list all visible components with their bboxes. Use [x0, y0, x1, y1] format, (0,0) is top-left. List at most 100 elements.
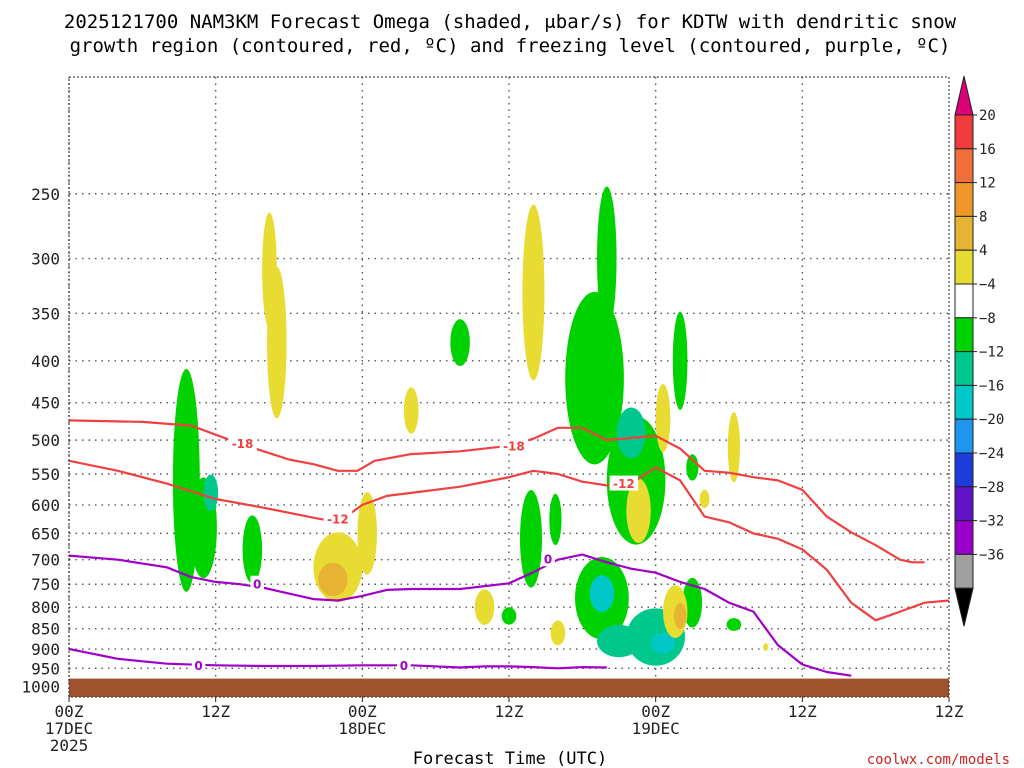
temperature-contours [69, 419, 949, 677]
colorbar-swatch-4 [954, 249, 974, 285]
y-tick-label-350: 350 [31, 304, 60, 323]
colorbar-label-0: 20 [979, 108, 996, 124]
colorbar-label-8: −16 [979, 378, 1004, 394]
omega-cell-33 [699, 489, 710, 508]
label-freezing-0-d-bg [397, 657, 411, 673]
colorbar-label-3: 8 [979, 209, 987, 225]
omega-cell-20 [589, 575, 615, 613]
label-dgz-minus18-a: -18 [232, 437, 254, 451]
label-freezing-0-b-bg [541, 551, 555, 567]
label-freezing-0-a: 0 [253, 577, 261, 591]
colorbar-label-4: 4 [979, 243, 987, 259]
omega-shading [172, 186, 769, 666]
y-tick-label-450: 450 [31, 394, 60, 413]
colorbar-swatch-9 [954, 418, 974, 454]
x-tick-label-12-1: 00Z [348, 702, 377, 721]
omega-cell-26 [650, 633, 676, 654]
colorbar: 20 16 12 8 4 −4 −8 −12 −16 −20 −24 −28 −32 −36 [954, 75, 1004, 627]
colorbar-swatch-1 [954, 148, 974, 184]
dgz-contour-minus18 [69, 419, 925, 564]
label-freezing-0-a-bg [250, 575, 264, 591]
omega-cell-2 [203, 474, 219, 512]
colorbar-swatch-11 [954, 486, 974, 522]
x-tick-label-18-1: 12Z [495, 702, 524, 721]
omega-cell-7 [318, 562, 348, 597]
x-tick-label-24-1: 00Z [641, 702, 670, 721]
label-freezing-0-b: 0 [544, 553, 552, 567]
colorbar-label-7: −12 [979, 345, 1004, 361]
x-tick-label-0-1: 00Z [55, 702, 84, 721]
y-tick-label-500: 500 [31, 431, 60, 450]
omega-cell-11 [474, 589, 495, 625]
colorbar-label-1: 16 [979, 142, 996, 158]
label-dgz-minus18-b: -18 [503, 439, 525, 453]
omega-cell-29 [682, 577, 703, 628]
contour-labels: -18 -18 -12 -12 0 0 0 0 [191, 435, 639, 673]
dgz-contour-minus12 [69, 459, 949, 622]
colorbar-swatch-10 [954, 452, 974, 488]
colorbar-label-2: 12 [979, 176, 996, 192]
omega-cell-28 [672, 311, 688, 410]
freezing-contour-upper [69, 553, 852, 677]
colorbar-swatch-0 [954, 114, 974, 150]
y-tick-label-950: 950 [31, 659, 60, 678]
ground-layer [69, 678, 949, 697]
omega-cell-8 [357, 492, 377, 575]
colorbar-swatch-5 [954, 283, 974, 319]
colorbar-bottom-arrow [954, 587, 974, 627]
omega-cell-10 [450, 319, 470, 367]
y-tick-label-750: 750 [31, 575, 60, 594]
colorbar-swatch-6 [954, 317, 974, 353]
x-tick-label-0-3: 2025 [50, 736, 89, 755]
freezing-contour-lower [69, 647, 607, 670]
omega-cell-23 [616, 407, 646, 459]
colorbar-swatch-2 [954, 182, 974, 217]
omega-cell-17 [565, 291, 624, 465]
omega-cell-27 [655, 383, 671, 453]
colorbar-swatch-3 [954, 215, 974, 251]
omega-cell-12 [501, 607, 517, 625]
omega-cell-5 [267, 266, 287, 419]
chart-title-line1: 2025121700 NAM3KM Forecast Omega (shaded… [64, 11, 957, 33]
colorbar-label-5: −4 [979, 277, 996, 293]
label-dgz-minus18-a-bg [228, 435, 257, 451]
y-tick-label-300: 300 [31, 250, 60, 269]
y-tick-label-850: 850 [31, 620, 60, 639]
omega-cell-15 [549, 493, 562, 546]
omega-cell-18 [597, 186, 617, 331]
colorbar-label-13: −36 [979, 547, 1004, 563]
y-tick-label-250: 250 [31, 185, 60, 204]
colorbar-label-11: −28 [979, 480, 1004, 496]
colorbar-swatch-13 [954, 553, 974, 589]
y-tick-label-550: 550 [31, 465, 60, 484]
plot-background [69, 77, 949, 697]
omega-cell-36 [763, 643, 769, 652]
y-tick-label-700: 700 [31, 551, 60, 570]
x-tick-label-0-2: 17DEC [45, 719, 93, 738]
x-tick-label-30-1: 12Z [788, 702, 817, 721]
x-tick-label-12-2: 18DEC [338, 719, 386, 738]
omega-cell-9 [403, 387, 419, 434]
omega-cell-31 [674, 602, 687, 629]
omega-cell-34 [727, 412, 741, 483]
colorbar-swatch-12 [954, 520, 974, 555]
x-tick-label-24-2: 19DEC [632, 719, 680, 738]
label-freezing-0-c: 0 [194, 659, 202, 673]
x-axis-title: Forecast Time (UTC) [413, 749, 607, 768]
colorbar-swatch-8 [954, 384, 974, 420]
omega-cell-16 [550, 620, 566, 646]
omega-cell-14 [522, 204, 545, 381]
ground-fill [69, 678, 949, 697]
chart-title-line2: growth region (contoured, red, ºC) and f… [70, 35, 951, 57]
omega-cell-13 [520, 490, 542, 588]
label-dgz-minus12-b-bg [609, 475, 639, 491]
y-tick-label-1000: 1000 [21, 677, 60, 696]
label-freezing-0-c-bg [191, 657, 206, 673]
x-tick-label-6-1: 12Z [201, 702, 230, 721]
credit-text: coolwx.com/models [867, 752, 1010, 768]
label-dgz-minus12-b: -12 [613, 477, 635, 491]
colorbar-label-9: −20 [979, 412, 1004, 428]
y-tick-label-650: 650 [31, 524, 60, 543]
colorbar-label-10: −24 [979, 446, 1004, 462]
